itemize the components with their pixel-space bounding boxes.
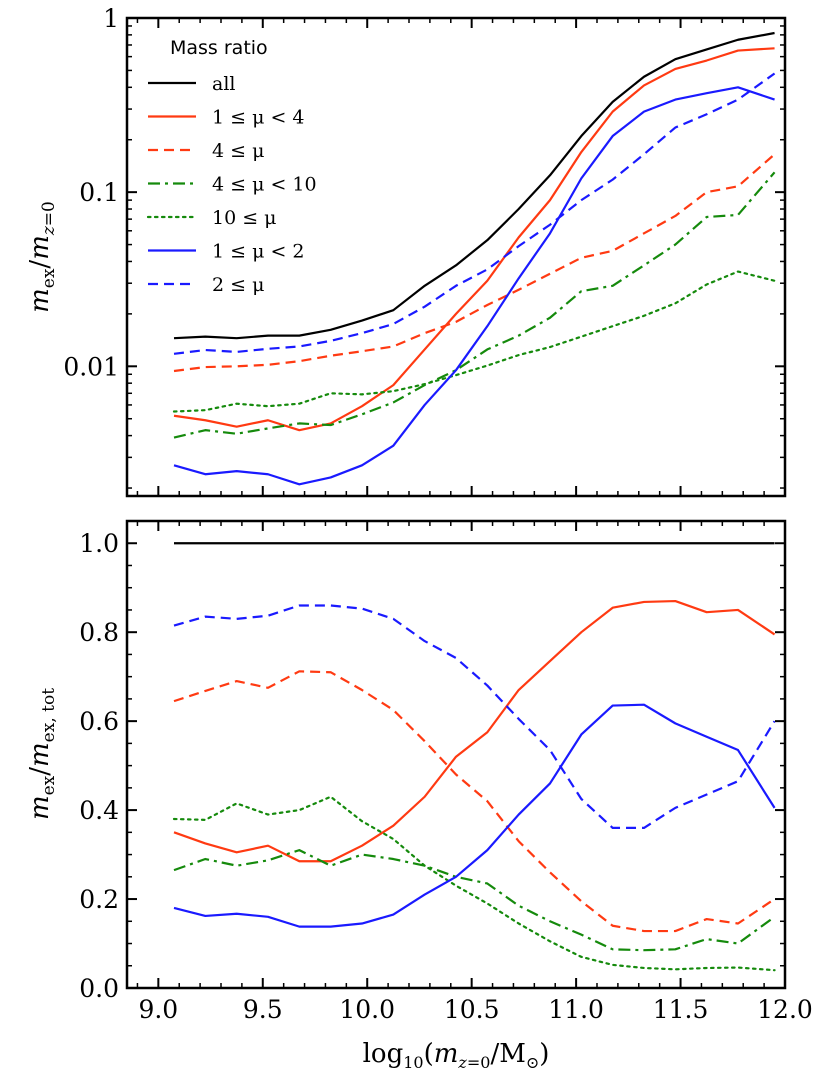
bottom-y-tick-label: 0.2 — [79, 885, 119, 914]
legend-label-all: all — [212, 73, 235, 95]
top-line-4-le-mu-lt-10 — [173, 171, 776, 439]
bottom-x-tick-label: 10.5 — [444, 995, 500, 1024]
bottom-x-tick-label: 10.0 — [339, 995, 395, 1024]
top-line-10-le-mu — [172, 270, 776, 413]
top-y-tick-label: 1 — [103, 4, 119, 33]
x-axis-label: log10(mz=0/M⊙) — [363, 1039, 550, 1072]
top-plot-frame — [125, 16, 787, 498]
top-line-1-le-mu-lt-2 — [173, 86, 775, 486]
bottom-y-tick-label: 1.0 — [79, 529, 119, 558]
bottom-line-1-le-mu-lt-4 — [173, 599, 776, 863]
bottom-line-4-le-mu-lt-10 — [173, 849, 776, 952]
bottom-panel: 9.0 9.5 10.0 10.5 11.0 11.5 12.0 0.0 0.2 0.4 0.6 0.… — [25, 519, 813, 1072]
top-y-tick-label: 0.01 — [63, 352, 119, 381]
bottom-x-tick-label: 9.0 — [138, 995, 178, 1024]
legend-label-4-le-mu-lt-10: 4 ≤ μ < 10 — [212, 174, 317, 196]
top-y-axis-label: mex/mz=0 — [25, 201, 59, 313]
bottom-line-10-le-mu — [172, 795, 776, 972]
bottom-x-tick-label: 11.0 — [548, 995, 604, 1024]
bottom-series-lines — [172, 542, 776, 972]
top-line-2-le-mu — [173, 72, 776, 355]
bottom-x-tick-label: 9.5 — [243, 995, 283, 1024]
legend-label-10-le-mu: 10 ≤ μ — [212, 207, 277, 229]
legend-label-4-le-mu: 4 ≤ μ — [212, 140, 264, 162]
top-line-4-le-mu — [173, 153, 776, 373]
legend-label-1-le-mu-lt-4: 1 ≤ μ < 4 — [212, 107, 305, 129]
bottom-plot-frame — [125, 519, 787, 990]
bottom-y-tick-label: 0.6 — [79, 707, 119, 736]
top-y-tick-label: 0.1 — [79, 178, 119, 207]
legend-label-1-le-mu-lt-2: 1 ≤ μ < 2 — [212, 241, 305, 263]
top-line-1-le-mu-lt-4 — [173, 47, 775, 432]
legend-entries: all 1 ≤ μ < 4 4 ≤ μ 4 ≤ μ < 10 10 ≤ μ 1 ≤ μ <… — [146, 73, 317, 296]
legend-title: Mass ratio — [170, 37, 268, 59]
bottom-line-2-le-mu — [173, 604, 776, 829]
legend: Mass ratio all 1 ≤ μ < 4 4 ≤ μ 4 ≤ μ < 10 10… — [146, 37, 317, 296]
bottom-x-tick-label: 12.0 — [757, 995, 813, 1024]
top-series-lines — [172, 31, 776, 486]
bottom-y-tick-label: 0.4 — [79, 796, 119, 825]
bottom-line-1-le-mu-lt-2 — [173, 703, 776, 928]
bottom-x-tick-label: 11.5 — [653, 995, 709, 1024]
legend-label-2-le-mu: 2 ≤ μ — [212, 274, 264, 296]
top-ticks: 1 0.1 0.01 — [63, 4, 786, 496]
bottom-y-tick-label: 0.8 — [79, 618, 119, 647]
bottom-line-4-le-mu — [173, 670, 776, 933]
bottom-y-tick-label: 0.0 — [79, 974, 119, 1003]
bottom-y-axis-label: mex/mex, tot — [25, 688, 59, 820]
bottom-ticks: 9.0 9.5 10.0 10.5 11.0 11.5 12.0 0.0 0.2 0.4 0.6 0.… — [79, 521, 813, 1024]
top-line-all — [173, 31, 775, 340]
top-panel: 1 0.1 0.01 mex/mz=0 Mass ratio all 1 ≤ μ < … — [25, 4, 787, 498]
